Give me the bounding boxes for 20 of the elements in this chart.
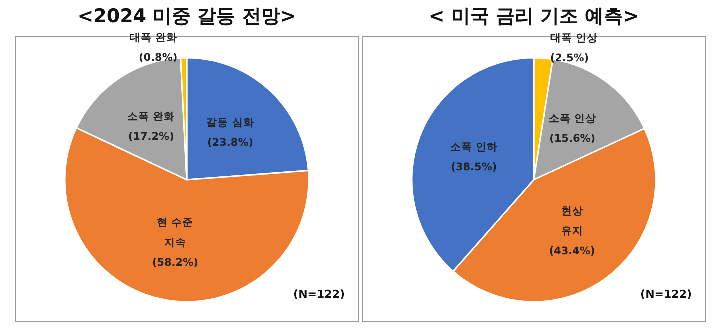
data-label: (17.2%) xyxy=(128,130,174,143)
slice-label: 대폭 인상 xyxy=(550,32,598,44)
data-label: (23.8%) xyxy=(208,137,254,150)
data-label: (15.6%) xyxy=(550,132,596,145)
data-label: (0.8%) xyxy=(138,52,178,64)
data-label: (58.2%) xyxy=(152,256,198,269)
data-label: (2.5%) xyxy=(550,52,590,64)
data-label: (43.4%) xyxy=(549,245,596,258)
slice-label: 현 수준 지속 xyxy=(157,216,194,249)
slice-label: 갈등 심화 xyxy=(206,117,254,130)
chart-title: <2024 미중 갈등 전망> xyxy=(78,6,296,28)
text: (N=122) xyxy=(640,288,692,301)
slice-label: 소폭 완화 xyxy=(128,110,176,123)
slice-label: 소폭 인하 xyxy=(450,141,498,154)
slice-label: 현상 유지 xyxy=(561,205,584,238)
slice-label: 대폭 완화 xyxy=(130,32,178,44)
text: (N=122) xyxy=(294,288,346,301)
chart-title: < 미국 금리 기조 예측> xyxy=(428,6,640,28)
slice-label: 소폭 인상 xyxy=(548,112,596,125)
data-label: (38.5%) xyxy=(451,161,498,174)
